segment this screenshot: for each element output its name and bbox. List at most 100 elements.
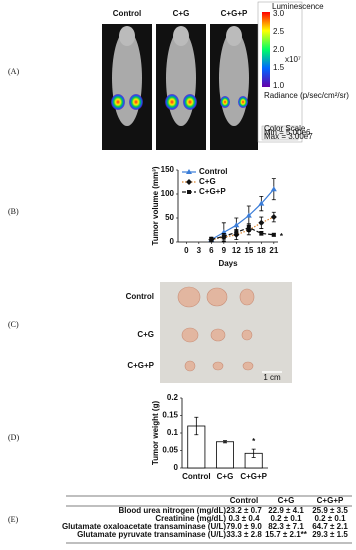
colorbar-title: Luminescence — [272, 2, 324, 11]
x-tick-label: Control — [182, 472, 210, 481]
table-cell: 33.3 ± 2.8 — [226, 530, 262, 539]
signal — [129, 94, 143, 110]
table-header: Control — [230, 496, 258, 505]
x-tick-label: C+G — [217, 472, 234, 481]
x-tick-label: 15 — [244, 246, 253, 255]
row-label: Glutamate pyruvate transaminase (U/L) — [77, 530, 226, 539]
marker — [186, 179, 192, 185]
y-tick-label: 50 — [165, 213, 174, 222]
x-tick-label: 0 — [184, 246, 189, 255]
table-cell: 22.9 ± 4.1 — [268, 506, 304, 515]
x-tick-label: 6 — [209, 246, 214, 255]
scale-note: Color Scale — [264, 124, 306, 133]
series-line — [211, 226, 274, 241]
colorbar-tick: 1.0 — [273, 81, 285, 90]
error-bar — [251, 448, 256, 458]
panel-label: (C) — [8, 320, 19, 329]
radiance-label: Radiance (p/sec/cm²/sr) — [264, 91, 349, 100]
y-tick-label: 0 — [170, 237, 175, 246]
tumor — [206, 287, 228, 307]
tumor — [177, 286, 201, 308]
row-label: Blood urea nitrogen (mg/dL) — [118, 506, 226, 515]
legend-label: C+G — [199, 177, 216, 186]
signal — [220, 96, 230, 108]
x-tick-label: 3 — [197, 246, 202, 255]
y-tick-label: 100 — [161, 189, 175, 198]
table-header: C+G — [278, 496, 295, 505]
table-header: C+G+P — [317, 496, 344, 505]
table-cell: 79.0 ± 9.0 — [226, 522, 262, 531]
legend-label: Control — [199, 167, 227, 176]
colorbar-tick: 2.0 — [273, 45, 285, 54]
x-tick-label: 18 — [257, 246, 266, 255]
panel-label: (A) — [8, 67, 19, 76]
tumor — [184, 360, 196, 372]
marker — [270, 214, 277, 221]
y-tick-label: 0.1 — [167, 428, 179, 437]
row-label: Glutamate oxaloacetate transaminase (U/L… — [62, 522, 226, 531]
tumor — [241, 329, 253, 341]
x-tick-label: 9 — [222, 246, 227, 255]
marker — [245, 212, 252, 218]
marker — [233, 222, 240, 228]
table-cell: 82.3 ± 7.1 — [268, 522, 304, 531]
marker — [259, 231, 264, 236]
marker — [258, 219, 265, 226]
signal — [165, 94, 179, 110]
tumor — [212, 361, 224, 371]
photo-group-label: C+G+P — [127, 361, 154, 370]
marker — [271, 232, 276, 237]
mouse-head — [119, 26, 135, 46]
table-cell: 64.7 ± 2.1 — [312, 522, 348, 531]
x-tick-label: C+G+P — [240, 472, 267, 481]
mouse-head — [226, 26, 242, 46]
tumor — [181, 327, 199, 343]
colorbar-tick: 3.0 — [273, 9, 285, 18]
marker — [258, 200, 265, 206]
marker — [234, 230, 239, 235]
error-bar — [223, 440, 227, 444]
x-tick-label: 12 — [232, 246, 241, 255]
y-tick-label: 150 — [161, 165, 175, 174]
x-tick-label: 21 — [269, 246, 278, 255]
row-label: Creatinine (mg/dL) — [155, 514, 226, 523]
colorbar-unit: x10⁷ — [285, 55, 301, 64]
group-label: Control — [113, 9, 141, 18]
group-label: C+G — [173, 9, 190, 18]
marker — [246, 225, 251, 230]
scale-bar-label: 1 cm — [263, 373, 281, 382]
legend-label: C+G+P — [199, 187, 226, 196]
table-cell: 0.2 ± 0.1 — [314, 514, 346, 523]
scale-note: Max = 3.00e7 — [264, 132, 313, 141]
marker — [187, 190, 191, 194]
table-cell: 25.9 ± 3.5 — [312, 506, 348, 515]
bar — [215, 441, 234, 469]
marker — [270, 186, 277, 192]
table-cell: 0.3 ± 0.4 — [228, 514, 260, 523]
signal — [183, 94, 197, 110]
error-bar — [194, 416, 199, 436]
signal — [238, 96, 248, 108]
table-cell: 29.3 ± 1.5 — [312, 530, 348, 539]
colorbar-tick: 1.5 — [273, 63, 285, 72]
panel-label: (E) — [8, 515, 19, 524]
colorbar-tick: 2.5 — [273, 27, 285, 36]
y-tick-label: 0.2 — [167, 393, 179, 402]
table-cell: 15.7 ± 2.1** — [265, 530, 308, 539]
panel-label: (D) — [8, 433, 19, 442]
table-cell: 0.2 ± 0.1 — [270, 514, 302, 523]
photo-group-label: C+G — [137, 330, 154, 339]
tumor — [242, 361, 254, 371]
y-tick-label: 0 — [174, 463, 179, 472]
photo-group-label: Control — [126, 292, 154, 301]
signal — [111, 94, 125, 110]
marker — [209, 237, 214, 242]
y-tick-label: 0.05 — [162, 446, 178, 455]
annotation: * — [252, 437, 256, 446]
table-cell: 23.2 ± 0.7 — [226, 506, 262, 515]
series-line — [211, 188, 275, 241]
tumor — [210, 328, 226, 342]
annotation: * — [280, 232, 284, 241]
